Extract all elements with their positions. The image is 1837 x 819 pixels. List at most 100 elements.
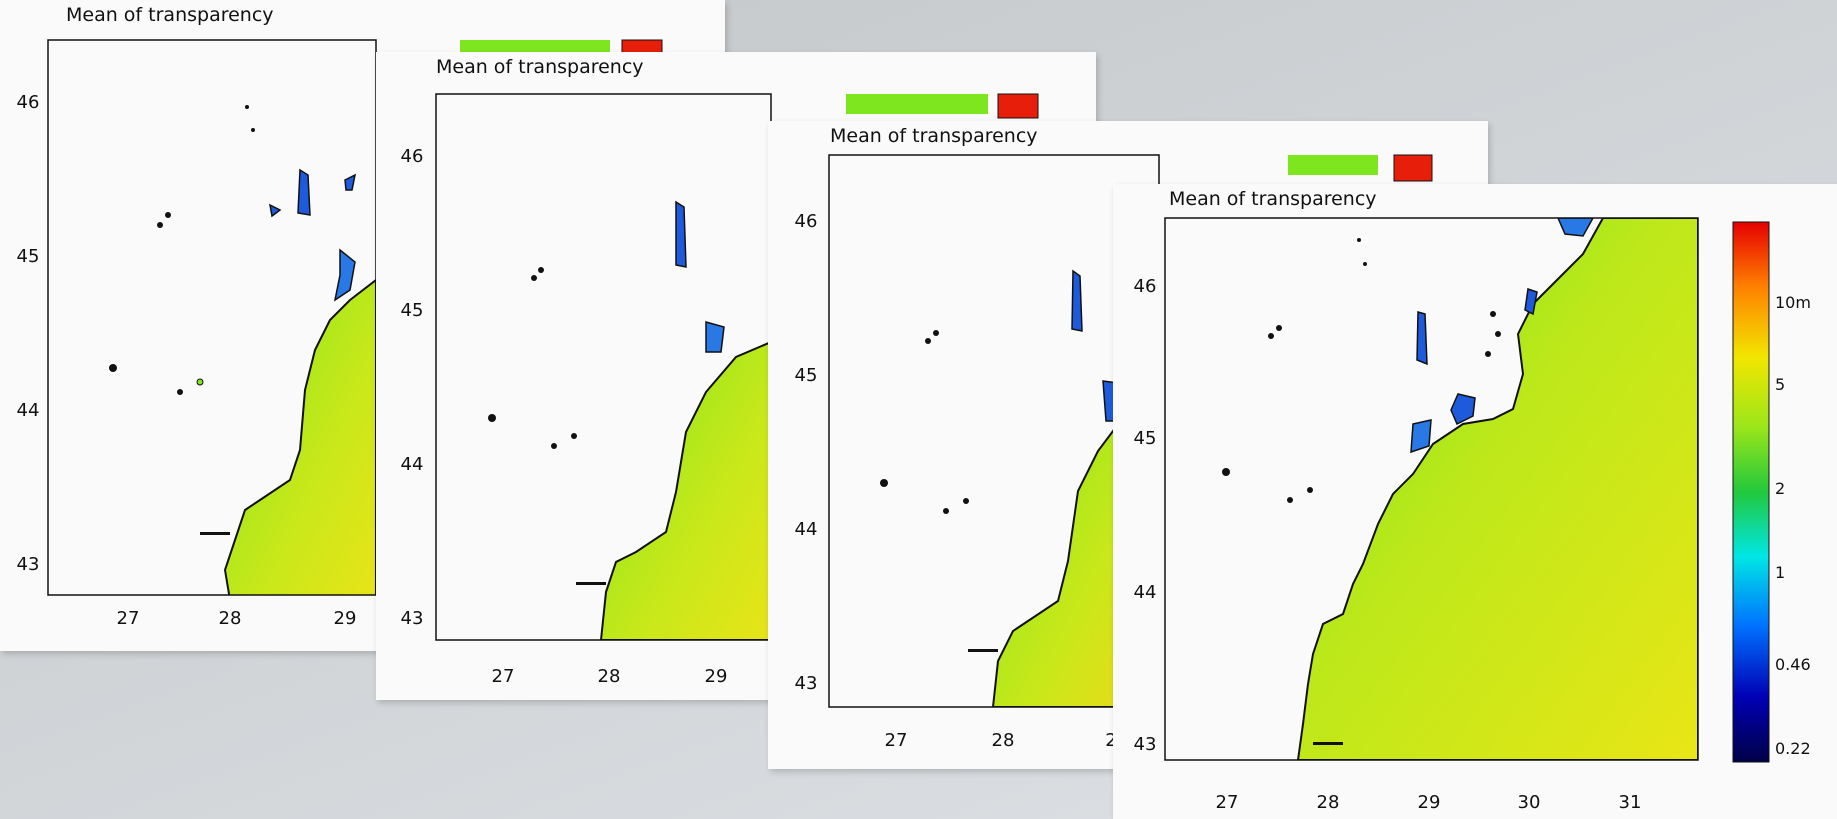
colorbar: 10m 5 2 1 0.46 0.22 — [1732, 221, 1811, 763]
island — [177, 389, 183, 395]
island — [943, 508, 949, 514]
lon-label: 28 — [219, 608, 242, 629]
sea-area — [599, 340, 771, 640]
colorbar-stub-red — [1393, 154, 1433, 182]
pier-mark — [576, 582, 606, 585]
pier-mark — [200, 532, 230, 535]
pier-mark — [1313, 742, 1343, 745]
island — [551, 443, 557, 449]
island — [531, 275, 537, 281]
lon-axis-labels: 27 28 2 — [885, 730, 1117, 751]
sea-area — [223, 278, 376, 595]
lon-label: 28 — [992, 730, 1015, 751]
coastal-lake — [1450, 393, 1476, 426]
colorbar-stub-green — [1288, 155, 1378, 175]
coastal-lake — [333, 248, 356, 302]
island — [1357, 238, 1361, 242]
coastal-lake — [705, 321, 725, 353]
lat-label: 43 — [795, 673, 818, 694]
island — [196, 378, 204, 386]
island — [1287, 497, 1293, 503]
lon-label: 29 — [705, 666, 728, 687]
lon-label: 27 — [117, 608, 140, 629]
lat-label: 44 — [795, 519, 818, 540]
lon-label: 2 — [1105, 730, 1116, 751]
island — [880, 479, 888, 487]
island — [1268, 333, 1274, 339]
colorbar-gradient — [1732, 221, 1770, 763]
island — [963, 498, 969, 504]
plot-frame — [1164, 217, 1699, 761]
lat-label: 46 — [795, 211, 818, 232]
island — [1222, 468, 1230, 476]
island — [1485, 351, 1491, 357]
pier-mark — [968, 649, 998, 652]
island — [925, 338, 931, 344]
lon-axis-labels: 27 28 29 — [117, 608, 357, 629]
lat-label: 46 — [17, 92, 40, 113]
map-title: Mean of transparency — [830, 125, 1038, 147]
island — [1276, 325, 1282, 331]
lat-label: 45 — [17, 246, 40, 267]
lat-axis-labels: 43 44 45 46 — [1134, 276, 1157, 755]
lat-label: 43 — [1134, 734, 1157, 755]
colorbar-label: 0.46 — [1775, 655, 1811, 674]
lat-axis-labels: 43 44 45 46 — [795, 211, 818, 694]
island — [1363, 262, 1367, 266]
coastal-lake — [675, 200, 687, 268]
lat-label: 43 — [401, 608, 424, 629]
lon-axis-labels: 27 28 29 30 31 — [1216, 792, 1642, 813]
coastal-lake — [1071, 269, 1083, 332]
sea-area — [1296, 218, 1698, 760]
island — [245, 105, 249, 109]
map-panel-4: Mean of transparency — [1113, 184, 1837, 819]
island — [1495, 331, 1501, 337]
colorbar-stub-green — [846, 94, 988, 114]
map-plot-2: 27 28 29 43 44 45 46 — [401, 93, 1039, 687]
map-title: Mean of transparency — [1169, 188, 1377, 210]
lon-label: 27 — [1216, 792, 1239, 813]
lat-label: 44 — [401, 454, 424, 475]
map-title: Mean of transparency — [436, 56, 644, 78]
coastal-lake — [1416, 311, 1428, 366]
coastal-lake — [796, 94, 826, 112]
island — [571, 433, 577, 439]
lon-label: 29 — [1418, 792, 1441, 813]
colorbar-label: 10m — [1775, 293, 1811, 312]
lon-label: 27 — [492, 666, 515, 687]
lat-axis-labels: 43 44 45 46 — [17, 92, 40, 575]
coastal-lake — [1233, 155, 1268, 176]
map-title: Mean of transparency — [66, 4, 274, 26]
map-plot-4: 10m 5 2 1 0.46 0.22 27 28 29 30 31 43 44… — [1134, 217, 1811, 813]
lat-label: 45 — [1134, 428, 1157, 449]
lat-label: 44 — [1134, 582, 1157, 603]
colorbar-label: 1 — [1775, 563, 1785, 582]
lat-label: 45 — [795, 365, 818, 386]
lon-label: 30 — [1518, 792, 1541, 813]
island — [251, 128, 255, 132]
colorbar-label: 2 — [1775, 479, 1785, 498]
coastal-lake — [344, 173, 357, 191]
lat-label: 46 — [401, 146, 424, 167]
island — [933, 330, 939, 336]
colorbar-label: 0.22 — [1775, 739, 1811, 758]
colorbar-label: 5 — [1775, 375, 1785, 394]
coastal-lake — [1524, 288, 1538, 316]
lon-label: 28 — [598, 666, 621, 687]
island — [165, 212, 171, 218]
lon-label: 31 — [1619, 792, 1642, 813]
lat-label: 44 — [17, 400, 40, 421]
lat-label: 46 — [1134, 276, 1157, 297]
island — [538, 267, 544, 273]
island — [109, 364, 117, 372]
lon-label: 27 — [885, 730, 908, 751]
lat-label: 45 — [401, 300, 424, 321]
lat-axis-labels: 43 44 45 46 — [401, 146, 424, 629]
lon-axis-labels: 27 28 29 — [492, 666, 728, 687]
island — [1490, 311, 1496, 317]
colorbar-stub-red — [997, 93, 1039, 119]
coastal-lake — [1410, 419, 1432, 454]
island — [157, 222, 163, 228]
lon-label: 29 — [334, 608, 357, 629]
lon-label: 28 — [1317, 792, 1340, 813]
